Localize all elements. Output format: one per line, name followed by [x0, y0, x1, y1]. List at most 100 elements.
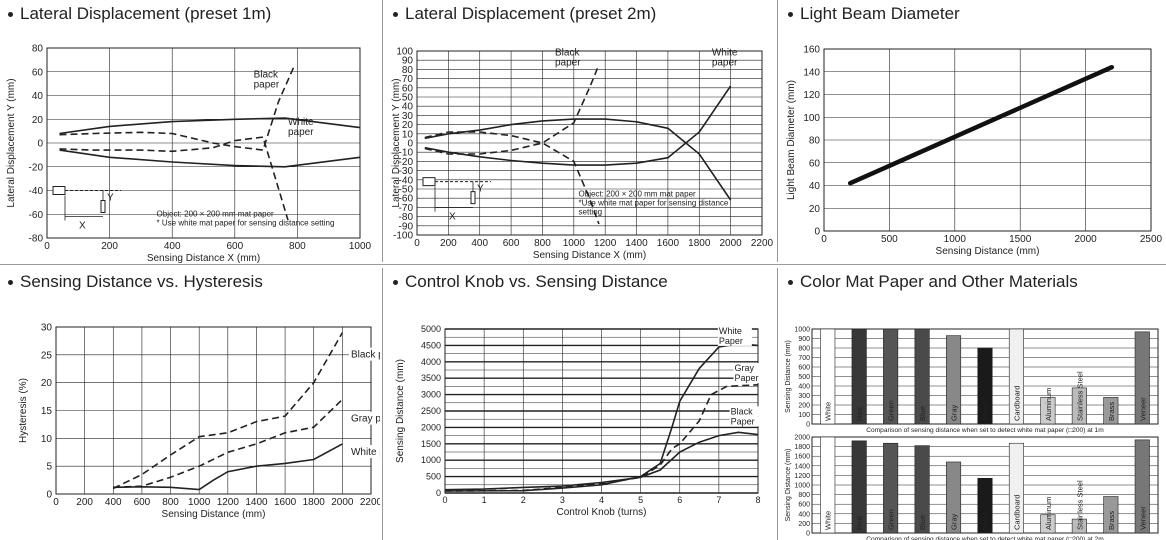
y-tick-label: -80: [29, 234, 44, 245]
x-tick-label: 500: [881, 234, 898, 245]
chart-title: Sensing Distance vs. Hysteresis: [8, 272, 263, 292]
x-tick-label: 2000: [331, 497, 354, 508]
y-tick-label: 20: [402, 120, 414, 131]
x-tick-label: 2200: [751, 238, 774, 249]
y-tick-label: 20: [41, 378, 53, 389]
series-line: [113, 443, 343, 491]
y-tick-label: 200: [798, 521, 810, 528]
y-tick-label: 30: [402, 111, 414, 122]
y-axis-label: Sensing Distance (mm): [785, 449, 792, 522]
chart-note: Object: 200 × 200 mm mat paper: [579, 189, 697, 198]
x-tick-label: 8: [755, 495, 760, 505]
x-axis-label: Sensing Distance (mm): [162, 509, 266, 520]
y-tick-label: 20: [809, 204, 821, 215]
y-tick-label: -50: [399, 185, 414, 196]
x-tick-label: 0: [44, 241, 50, 252]
x-tick-label: 200: [101, 241, 118, 252]
y-tick-label: 20: [32, 115, 44, 126]
y-tick-label: 5000: [421, 324, 441, 334]
y-tick-label: 60: [402, 83, 414, 94]
x-tick-label: 0: [442, 495, 447, 505]
x-tick-label: 1800: [688, 238, 711, 249]
y-tick-label: 0: [37, 139, 43, 150]
bar: [977, 347, 993, 425]
y-tick-label: 40: [32, 91, 44, 102]
y-tick-label: -60: [399, 194, 414, 205]
y-tick-label: 3000: [421, 390, 441, 400]
series-label: Black: [254, 70, 279, 81]
y-tick-label: 100: [798, 412, 810, 419]
x-tick-label: 800: [534, 238, 551, 249]
y-tick-label: 600: [798, 502, 810, 509]
bar: [883, 442, 899, 534]
x-tick-label: 5: [638, 495, 643, 505]
x-tick-label: 1400: [245, 497, 268, 508]
y-tick-label: -10: [399, 148, 414, 159]
x-tick-label: 1000: [944, 234, 967, 245]
y-tick-label: -40: [399, 175, 414, 186]
y-tick-label: -100: [393, 231, 413, 242]
y-tick-label: 500: [426, 472, 441, 482]
label-bg: [729, 406, 764, 417]
series-label: Paper: [719, 336, 743, 346]
y-tick-label: 40: [809, 181, 821, 192]
series-label: Black paper: [351, 350, 380, 361]
y-tick-label: 0: [46, 490, 52, 501]
inset-x-label: X: [449, 212, 456, 223]
bar: [1008, 442, 1024, 534]
x-tick-label: 2000: [720, 238, 743, 249]
y-tick-label: 0: [407, 139, 413, 150]
x-tick-label: 1600: [274, 497, 297, 508]
x-tick-label: 2: [521, 495, 526, 505]
bar: [1040, 397, 1056, 425]
y-tick-label: 1500: [421, 439, 441, 449]
y-tick-label: 1800: [794, 444, 810, 451]
category-label: Stainless Steel: [1075, 480, 1084, 530]
series-line: [847, 64, 1115, 186]
bar: [914, 328, 930, 425]
series-label: Black: [555, 48, 580, 59]
bar: [946, 335, 962, 425]
chart-lateral-2m: Lateral Displacement (preset 2m) 0 200 400…: [385, 0, 775, 263]
y-tick-label: -20: [29, 162, 44, 173]
series-label: Black: [731, 406, 754, 416]
series-line: [424, 85, 732, 166]
inset-y-label: Y: [107, 193, 114, 204]
label-bg: [717, 325, 752, 336]
category-label: Brass: [1107, 402, 1116, 421]
chart-lateral-1m: Lateral Displacement (preset 1m) 0 200 400…: [0, 0, 380, 263]
y-tick-label: 1000: [794, 483, 810, 490]
x-tick-label: 0: [53, 497, 59, 508]
x-tick-label: 2500: [1140, 234, 1163, 245]
category-label: Cardboard: [1012, 495, 1021, 530]
y-tick-label: 90: [402, 56, 414, 67]
series-label: Gray paper: [351, 414, 380, 425]
y-tick-label: 400: [798, 511, 810, 518]
label-bg: [733, 362, 768, 373]
x-axis-label: Sensing Distance X (mm): [533, 250, 646, 261]
series-line: [113, 398, 343, 489]
series-label: Gray: [735, 363, 755, 373]
separator: [382, 0, 383, 262]
y-tick-label: 700: [798, 355, 810, 362]
x-tick-label: 400: [471, 238, 488, 249]
x-tick-label: 2200: [360, 497, 380, 508]
y-tick-label: 0: [806, 422, 810, 429]
label-bg: [348, 347, 380, 361]
series-line: [59, 65, 296, 151]
chart-title: Lateral Displacement (preset 1m): [8, 4, 271, 24]
x-tick-label: 7: [716, 495, 721, 505]
y-axis-label: Hysteresis (%): [18, 378, 29, 443]
y-tick-label: 15: [41, 406, 53, 417]
category-label: Brass: [1107, 511, 1116, 530]
bar: [1071, 387, 1087, 425]
y-tick-label: 0: [806, 531, 810, 538]
x-tick-label: 800: [162, 497, 179, 508]
y-tick-label: -90: [399, 221, 414, 232]
bar: [914, 445, 930, 534]
bar: [1134, 439, 1150, 534]
inset-y-label: Y: [477, 184, 484, 195]
y-tick-label: 200: [798, 403, 810, 410]
y-tick-label: 0: [814, 227, 820, 238]
chart-title: Lateral Displacement (preset 2m): [393, 4, 656, 24]
